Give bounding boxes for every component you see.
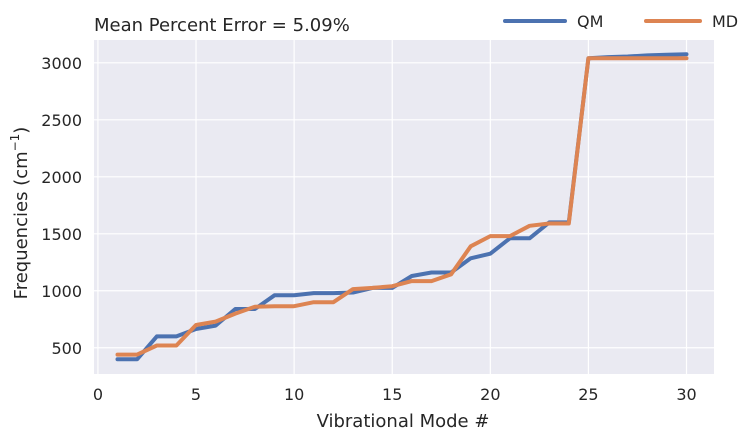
x-tick-label: 25 bbox=[578, 385, 598, 404]
x-tick-label: 5 bbox=[191, 385, 201, 404]
y-tick-label: 3000 bbox=[41, 54, 82, 73]
y-tick-label: 2500 bbox=[41, 111, 82, 130]
series-lines bbox=[115, 52, 689, 362]
x-tick-label: 15 bbox=[382, 385, 402, 404]
x-tick-labels: 0 5 10 15 20 25 30 bbox=[93, 385, 697, 404]
y-tick-labels: 500 1000 1500 2000 2500 3000 bbox=[41, 54, 82, 358]
legend-label-md: MD bbox=[712, 12, 738, 31]
y-axis-label-close: ) bbox=[11, 127, 32, 134]
y-axis-label-superscript: −1 bbox=[8, 134, 22, 152]
legend: QM MD bbox=[503, 12, 738, 31]
y-tick-label: 500 bbox=[51, 339, 82, 358]
y-tick-label: 1000 bbox=[41, 282, 82, 301]
y-axis-label-main: Frequencies (cm bbox=[11, 151, 32, 299]
plot-background bbox=[94, 40, 714, 374]
x-axis-label: Vibrational Mode # bbox=[317, 411, 490, 432]
series-line-md bbox=[115, 56, 689, 357]
x-tick-label: 30 bbox=[676, 385, 696, 404]
x-tick-label: 10 bbox=[284, 385, 304, 404]
y-tick-label: 2000 bbox=[41, 168, 82, 187]
legend-label-qm: QM bbox=[577, 12, 603, 31]
chart-title: Mean Percent Error = 5.09% bbox=[94, 15, 350, 36]
x-tick-label: 0 bbox=[93, 385, 103, 404]
y-axis-label: Frequencies (cm−1) bbox=[8, 127, 32, 300]
y-tick-label: 1500 bbox=[41, 225, 82, 244]
grid-lines bbox=[94, 40, 714, 374]
x-tick-label: 20 bbox=[480, 385, 500, 404]
